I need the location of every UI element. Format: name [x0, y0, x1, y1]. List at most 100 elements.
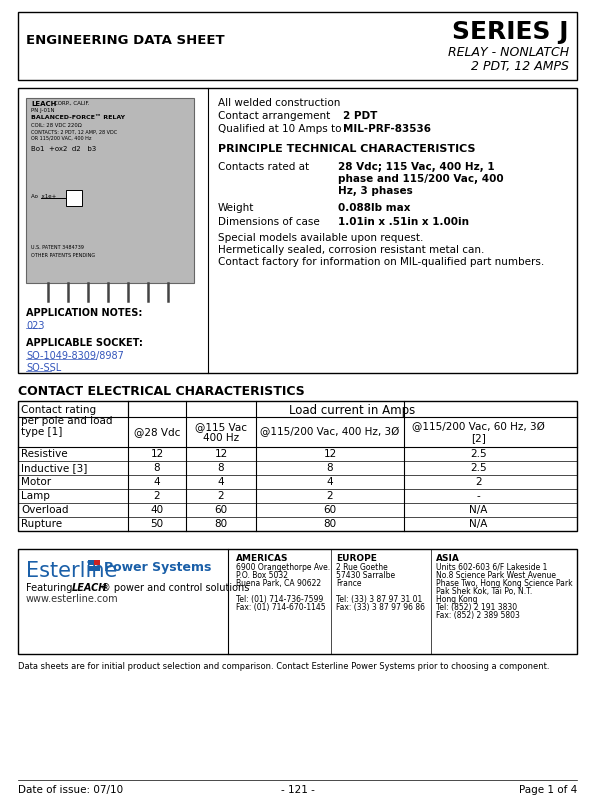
Text: 2: 2: [475, 477, 482, 487]
Text: Contact arrangement: Contact arrangement: [218, 111, 330, 121]
Text: Phase Two, Hong Kong Science Park: Phase Two, Hong Kong Science Park: [436, 579, 572, 588]
Text: N/A: N/A: [469, 505, 488, 515]
Bar: [66, 190, 82, 206]
Text: Fax: (01) 714-670-1145: Fax: (01) 714-670-1145: [236, 603, 325, 612]
Text: 2 PDT, 12 AMPS: 2 PDT, 12 AMPS: [471, 60, 569, 73]
Text: RELAY - NONLATCH: RELAY - NONLATCH: [448, 46, 569, 59]
Text: @115/200 Vac, 400 Hz, 3Ø: @115/200 Vac, 400 Hz, 3Ø: [261, 427, 400, 437]
Text: CONTACTS: 2 PDT, 12 AMP, 28 VDC: CONTACTS: 2 PDT, 12 AMP, 28 VDC: [31, 130, 117, 135]
Text: 60: 60: [214, 505, 227, 515]
Text: Data sheets are for initial product selection and comparison. Contact Esterline : Data sheets are for initial product sele…: [18, 662, 550, 671]
Text: Tel: (33) 3 87 97 31 01: Tel: (33) 3 87 97 31 01: [336, 595, 422, 604]
Bar: [18, 401, 577, 531]
Bar: [26, 98, 194, 283]
Text: Page 1 of 4: Page 1 of 4: [519, 785, 577, 795]
Text: phase and 115/200 Vac, 400: phase and 115/200 Vac, 400: [338, 174, 503, 184]
Text: 4: 4: [218, 477, 224, 487]
Text: Overload: Overload: [21, 505, 68, 515]
Text: Hz, 3 phases: Hz, 3 phases: [338, 186, 413, 196]
Text: -: -: [477, 491, 480, 501]
Text: 2: 2: [327, 491, 333, 501]
Bar: [88, 559, 93, 565]
Text: Qualified at 10 Amps to: Qualified at 10 Amps to: [218, 124, 342, 134]
Text: ® power and control solutions: ® power and control solutions: [101, 583, 249, 593]
Text: 80: 80: [324, 519, 337, 529]
Text: 60: 60: [324, 505, 337, 515]
Text: All welded construction: All welded construction: [218, 98, 340, 108]
Text: ENGINEERING DATA SHEET: ENGINEERING DATA SHEET: [26, 34, 225, 47]
Text: OTHER PATENTS PENDING: OTHER PATENTS PENDING: [31, 253, 95, 258]
Text: Inductive [3]: Inductive [3]: [21, 463, 87, 473]
Text: @28 Vdc: @28 Vdc: [134, 427, 180, 437]
Text: Weight: Weight: [218, 203, 255, 213]
Text: Units 602-603 6/F Lakeside 1: Units 602-603 6/F Lakeside 1: [436, 563, 547, 572]
Text: type [1]: type [1]: [21, 427, 62, 437]
Text: CONTACT ELECTRICAL CHARACTERISTICS: CONTACT ELECTRICAL CHARACTERISTICS: [18, 385, 305, 398]
Text: [2]: [2]: [471, 433, 486, 443]
Text: Rupture: Rupture: [21, 519, 62, 529]
Text: SERIES J: SERIES J: [453, 20, 569, 44]
Text: 28 Vdc; 115 Vac, 400 Hz, 1: 28 Vdc; 115 Vac, 400 Hz, 1: [338, 162, 494, 172]
Text: 6900 Orangethorpe Ave.: 6900 Orangethorpe Ave.: [236, 563, 330, 572]
Text: OR 115/200 VAC, 400 Hz: OR 115/200 VAC, 400 Hz: [31, 136, 92, 141]
Text: Date of issue: 07/10: Date of issue: 07/10: [18, 785, 123, 795]
Text: 8: 8: [154, 463, 160, 473]
Text: 2.5: 2.5: [470, 449, 487, 459]
Text: Contacts rated at: Contacts rated at: [218, 162, 309, 172]
Text: France: France: [336, 579, 362, 588]
Text: 2.5: 2.5: [470, 463, 487, 473]
Text: U.S. PATENT 3484739: U.S. PATENT 3484739: [31, 245, 84, 250]
Text: SO-1049-8309/8987: SO-1049-8309/8987: [26, 351, 124, 361]
Text: LEACH: LEACH: [72, 583, 107, 593]
Text: Ao  x1e+: Ao x1e+: [31, 194, 57, 198]
Text: SO-SSL: SO-SSL: [26, 363, 61, 373]
Bar: [18, 88, 577, 373]
Text: 2 Rue Goethe: 2 Rue Goethe: [336, 563, 388, 572]
Text: 12: 12: [151, 449, 164, 459]
Text: Dimensions of case: Dimensions of case: [218, 217, 320, 227]
Text: P.O. Box 5032: P.O. Box 5032: [236, 571, 288, 580]
Text: EUROPE: EUROPE: [336, 554, 377, 563]
Text: PN J-01N: PN J-01N: [31, 108, 55, 113]
Text: @115/200 Vac, 60 Hz, 3Ø: @115/200 Vac, 60 Hz, 3Ø: [412, 422, 545, 432]
Text: Motor: Motor: [21, 477, 51, 487]
Text: Lamp: Lamp: [21, 491, 50, 501]
Text: 4: 4: [154, 477, 160, 487]
Text: 80: 80: [214, 519, 227, 529]
Text: APPLICABLE SOCKET:: APPLICABLE SOCKET:: [26, 338, 143, 348]
Text: 8: 8: [218, 463, 224, 473]
Text: Power Systems: Power Systems: [104, 561, 211, 574]
Text: MIL-PRF-83536: MIL-PRF-83536: [343, 124, 431, 134]
Text: 2: 2: [218, 491, 224, 501]
Text: Esterline: Esterline: [26, 561, 117, 581]
Text: 57430 Sarralbe: 57430 Sarralbe: [336, 571, 395, 580]
Text: Special models available upon request.: Special models available upon request.: [218, 233, 424, 243]
Text: Load current in Amps: Load current in Amps: [289, 404, 416, 417]
Text: ASIA: ASIA: [436, 554, 460, 563]
Text: 8: 8: [327, 463, 333, 473]
Text: BALANCED-FORCE™ RELAY: BALANCED-FORCE™ RELAY: [31, 115, 125, 120]
Text: 1.01in x .51in x 1.00in: 1.01in x .51in x 1.00in: [338, 217, 469, 227]
Text: Tel: (852) 2 191 3830: Tel: (852) 2 191 3830: [436, 603, 517, 612]
Bar: [18, 12, 577, 80]
Text: 12: 12: [214, 449, 228, 459]
Text: 2: 2: [154, 491, 160, 501]
Text: per pole and load: per pole and load: [21, 416, 112, 426]
Text: Buena Park, CA 90622: Buena Park, CA 90622: [236, 579, 321, 588]
Text: Featuring: Featuring: [26, 583, 76, 593]
Bar: [18, 549, 577, 654]
Text: Contact factory for information on MIL-qualified part numbers.: Contact factory for information on MIL-q…: [218, 257, 544, 267]
Bar: [94, 566, 99, 571]
Text: 023: 023: [26, 321, 45, 331]
Text: Hermetically sealed, corrosion resistant metal can.: Hermetically sealed, corrosion resistant…: [218, 245, 484, 255]
Bar: [94, 559, 99, 565]
Text: 12: 12: [323, 449, 337, 459]
Text: Bo1  +ox2  d2   b3: Bo1 +ox2 d2 b3: [31, 146, 96, 152]
Text: 50: 50: [151, 519, 164, 529]
Text: Fax: (33) 3 87 97 96 86: Fax: (33) 3 87 97 96 86: [336, 603, 425, 612]
Text: - 121 -: - 121 -: [281, 785, 314, 795]
Text: Resistive: Resistive: [21, 449, 68, 459]
Text: COIL: 28 VDC 220Ω: COIL: 28 VDC 220Ω: [31, 123, 82, 128]
Text: www.esterline.com: www.esterline.com: [26, 594, 118, 604]
Text: 400 Hz: 400 Hz: [203, 433, 239, 443]
